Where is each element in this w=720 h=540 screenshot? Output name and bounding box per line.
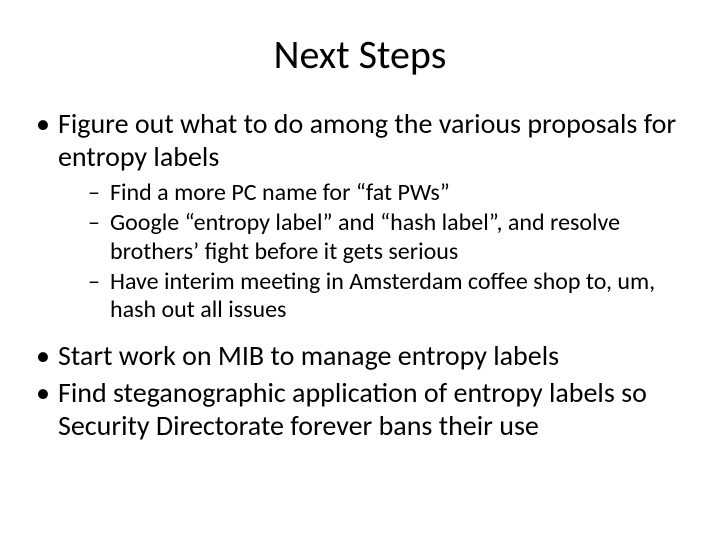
sub-bullet-item: Find a more PC name for “fat PWs” — [58, 179, 690, 207]
slide: Next Steps Figure out what to do among t… — [0, 0, 720, 540]
sub-bullet-text: Find a more PC name for “fat PWs” — [110, 178, 450, 207]
sub-bullet-text: Have interim meeting in Amsterdam coffee… — [110, 267, 655, 324]
sub-bullet-item: Google “entropy label” and “hash label”,… — [58, 209, 690, 266]
bullet-item: Figure out what to do among the various … — [30, 107, 690, 325]
bullet-text: Start work on MIB to manage entropy labe… — [58, 338, 559, 373]
sub-bullet-item: Have interim meeting in Amsterdam coffee… — [58, 268, 690, 325]
bullet-text: Figure out what to do among the various … — [58, 106, 676, 174]
slide-title: Next Steps — [30, 30, 690, 79]
sub-bullet-text: Google “entropy label” and “hash label”,… — [110, 208, 620, 265]
bullet-text: Find steganographic application of entro… — [58, 375, 647, 443]
bullet-list-level1: Figure out what to do among the various … — [30, 107, 690, 442]
bullet-item: Start work on MIB to manage entropy labe… — [30, 339, 690, 372]
bullet-list-level2: Find a more PC name for “fat PWs” Google… — [58, 179, 690, 325]
bullet-item: Find steganographic application of entro… — [30, 376, 690, 442]
